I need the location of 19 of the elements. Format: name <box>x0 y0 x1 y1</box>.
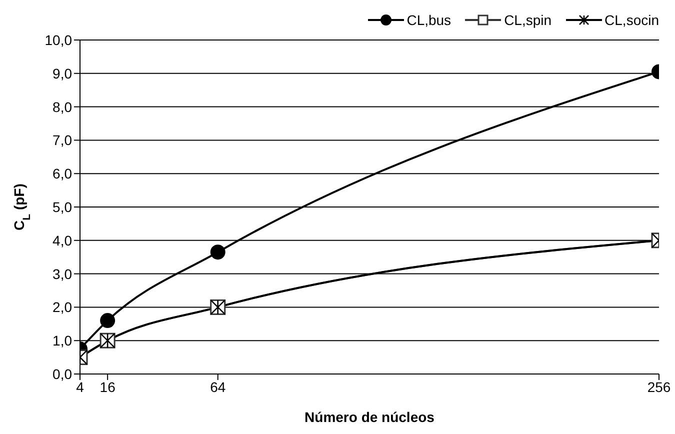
y-tick-label: 3,0 <box>52 266 72 282</box>
x-axis-title: Número de núcleos <box>304 409 435 425</box>
legend-label: CL,spin <box>504 12 552 28</box>
y-tick-label: 1,0 <box>52 332 72 349</box>
x-tick-label: 16 <box>100 378 116 395</box>
legend-label: CL,bus <box>406 12 452 28</box>
x-tick-label: 64 <box>210 378 226 395</box>
y-tick-label: 9,0 <box>52 65 72 82</box>
x-tick-label: 4 <box>76 378 84 395</box>
y-tick-label: 5,0 <box>52 198 72 215</box>
y-tick-label: 0,0 <box>52 366 72 382</box>
y-tick-label: 8,0 <box>52 98 72 115</box>
y-tick-label: 2,0 <box>52 299 72 316</box>
y-tick-label: 4,0 <box>52 232 72 248</box>
y-tick-label: 7,0 <box>52 132 72 148</box>
x-tick-label: 256 <box>647 378 671 395</box>
y-tick-label: 10,0 <box>44 32 72 48</box>
legend-label: CL,socin <box>604 12 659 28</box>
y-tick-label: 6,0 <box>52 166 72 182</box>
